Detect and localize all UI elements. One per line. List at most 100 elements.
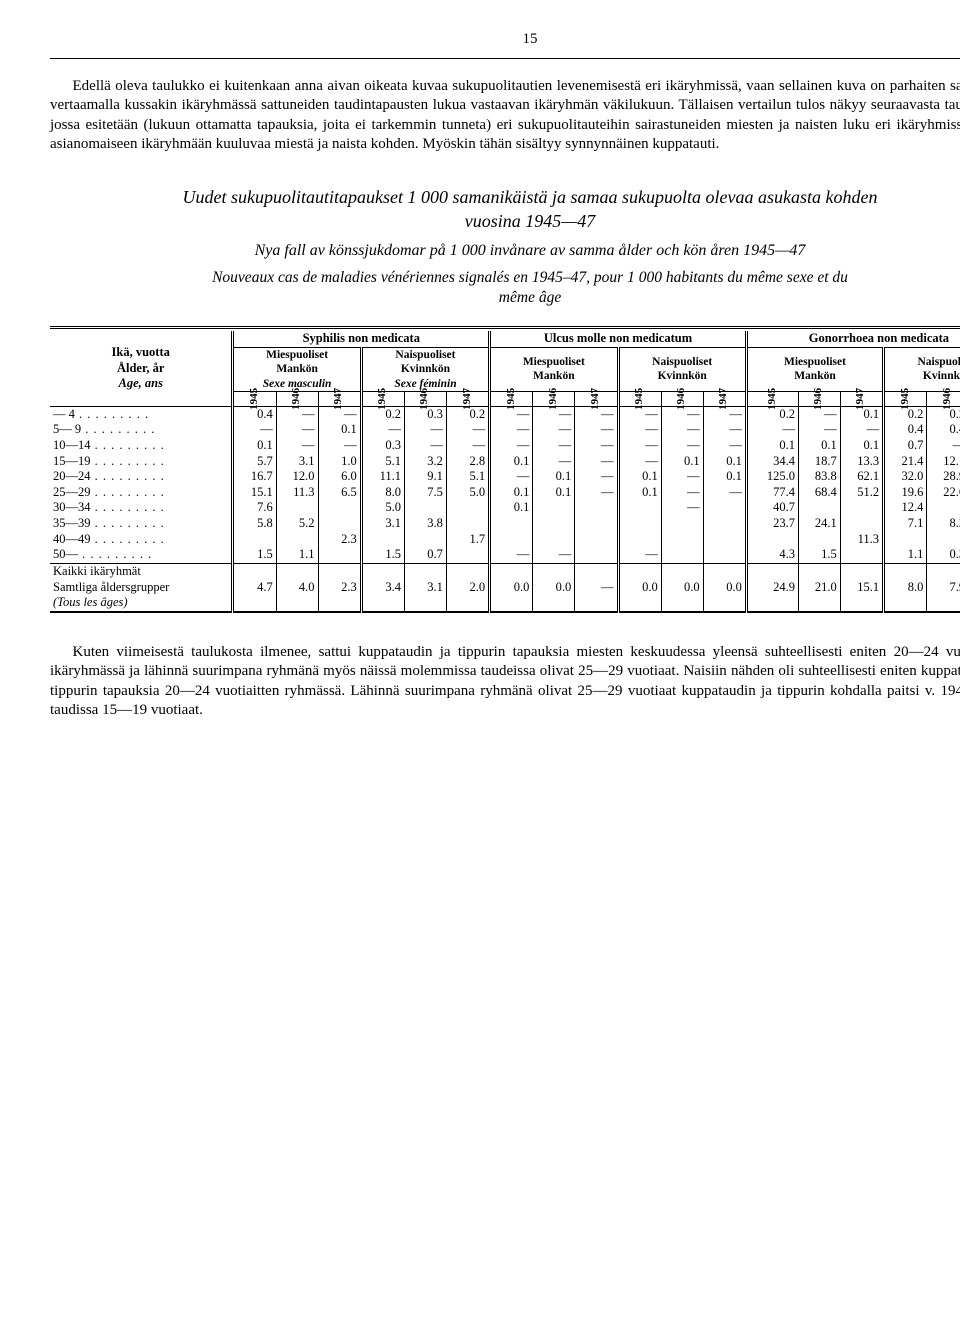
data-cell: 3.2 <box>405 454 447 470</box>
data-cell: 5.7 <box>233 454 276 470</box>
rowhead-fi: Ikä, vuotta <box>53 345 228 361</box>
data-cell <box>746 532 798 548</box>
data-cell: 0.1 <box>661 454 703 470</box>
row-label: 35—39 <box>50 516 233 532</box>
data-cell: 11.3 <box>840 532 883 548</box>
row-label: 25—29 <box>50 485 233 501</box>
data-cell: — <box>575 485 618 501</box>
data-cell: 5.1 <box>446 469 489 485</box>
data-cell: 13.3 <box>840 454 883 470</box>
data-cell: 15.1 <box>233 485 276 501</box>
data-cell <box>405 532 447 548</box>
data-cell: 0.1 <box>703 454 746 470</box>
data-cell: 0.1 <box>490 500 533 516</box>
table-row: 15—195.73.11.05.13.22.80.1———0.10.134.41… <box>50 454 960 470</box>
data-cell <box>618 500 661 516</box>
data-cell: 5.0 <box>361 500 404 516</box>
year-header: 1945 <box>746 391 798 406</box>
year-header: 1947 <box>446 391 489 406</box>
data-cell <box>703 532 746 548</box>
table-row: 30—347.65.00.1—40.712.4 <box>50 500 960 516</box>
data-cell: 0.1 <box>233 438 276 454</box>
data-cell <box>533 500 575 516</box>
data-cell: — <box>703 422 746 438</box>
data-cell <box>661 516 703 532</box>
total-cell: 0.0 <box>618 563 661 611</box>
data-cell: — <box>618 454 661 470</box>
data-cell: — <box>490 438 533 454</box>
data-cell: — <box>661 422 703 438</box>
row-label: 10—14 <box>50 438 233 454</box>
data-cell: — <box>661 500 703 516</box>
data-cell: — <box>276 422 318 438</box>
title-sub: Nya fall av könssjukdomar på 1 000 invån… <box>50 241 960 262</box>
year-header: 1945 <box>618 391 661 406</box>
page-number: 15 <box>50 30 960 50</box>
data-cell: 1.0 <box>318 454 361 470</box>
data-cell: 8.0 <box>361 485 404 501</box>
title-fr-line2: même âge <box>499 289 561 306</box>
data-cell: 3.1 <box>361 516 404 532</box>
data-cell: 5.0 <box>446 485 489 501</box>
data-cell: 3.8 <box>405 516 447 532</box>
data-cell <box>703 547 746 563</box>
sub-gon-m: Miespuoliset Mankön <box>746 347 883 391</box>
row-header: Ikä, vuotta Ålder, år Age, ans <box>50 331 233 406</box>
year-header: 1946 <box>276 391 318 406</box>
data-cell <box>575 500 618 516</box>
rowhead-sv: Ålder, år <box>53 361 228 377</box>
data-cell: 1.7 <box>446 532 489 548</box>
data-cell <box>318 547 361 563</box>
data-cell: 0.1 <box>490 485 533 501</box>
data-cell: 32.0 <box>884 469 927 485</box>
title-fr-line1: Nouveaux cas de maladies vénériennes sig… <box>212 269 848 286</box>
row-label: 15—19 <box>50 454 233 470</box>
data-cell: 34.4 <box>746 454 798 470</box>
data-cell <box>318 500 361 516</box>
data-cell: 0.7 <box>405 547 447 563</box>
data-cell: 1.5 <box>798 547 840 563</box>
data-cell <box>446 516 489 532</box>
data-cell: 21.4 <box>884 454 927 470</box>
table-row: 20—2416.712.06.011.19.15.1—0.1—0.1—0.112… <box>50 469 960 485</box>
data-cell: — <box>575 438 618 454</box>
data-cell: — <box>661 469 703 485</box>
total-cell: 2.3 <box>318 563 361 611</box>
table-row: 35—395.85.23.13.823.724.17.18.2 <box>50 516 960 532</box>
data-cell: 18.7 <box>798 454 840 470</box>
data-cell: 1.1 <box>884 547 927 563</box>
data-cell: — <box>703 485 746 501</box>
data-cell: — <box>746 422 798 438</box>
rowhead-fr: Age, ans <box>53 376 228 392</box>
data-cell: 11.1 <box>361 469 404 485</box>
data-cell: — <box>533 438 575 454</box>
data-cell <box>618 516 661 532</box>
data-cell: 7.6 <box>233 500 276 516</box>
title-fr: Nouveaux cas de maladies vénériennes sig… <box>50 268 960 308</box>
data-cell <box>276 500 318 516</box>
data-cell: 68.4 <box>798 485 840 501</box>
total-cell: 0.0 <box>661 563 703 611</box>
data-cell: — <box>405 422 447 438</box>
data-cell: — <box>276 438 318 454</box>
data-cell: — <box>618 547 661 563</box>
year-header: 1947 <box>575 391 618 406</box>
year-header: 1947 <box>703 391 746 406</box>
data-cell <box>661 532 703 548</box>
data-cell <box>533 532 575 548</box>
data-cell: 0.1 <box>840 438 883 454</box>
table-row: 10—140.1——0.3————————0.10.10.10.7—0.1 <box>50 438 960 454</box>
data-cell: 5.8 <box>233 516 276 532</box>
data-cell: 51.2 <box>840 485 883 501</box>
data-cell: 0.4 <box>927 422 960 438</box>
year-header: 1945 <box>490 391 533 406</box>
data-cell <box>840 500 883 516</box>
data-cell: 11.3 <box>276 485 318 501</box>
total-cell: 3.4 <box>361 563 404 611</box>
data-cell: 40.7 <box>746 500 798 516</box>
sub-ulc-m: Miespuoliset Mankön <box>490 347 618 391</box>
total-cell: 8.0 <box>884 563 927 611</box>
data-cell <box>618 532 661 548</box>
sub-syph-f: Naispuoliset Kvinnkön Sexe féminin <box>361 347 489 391</box>
intro-paragraph: Edellä oleva taulukko ei kuitenkaan anna… <box>50 77 960 155</box>
